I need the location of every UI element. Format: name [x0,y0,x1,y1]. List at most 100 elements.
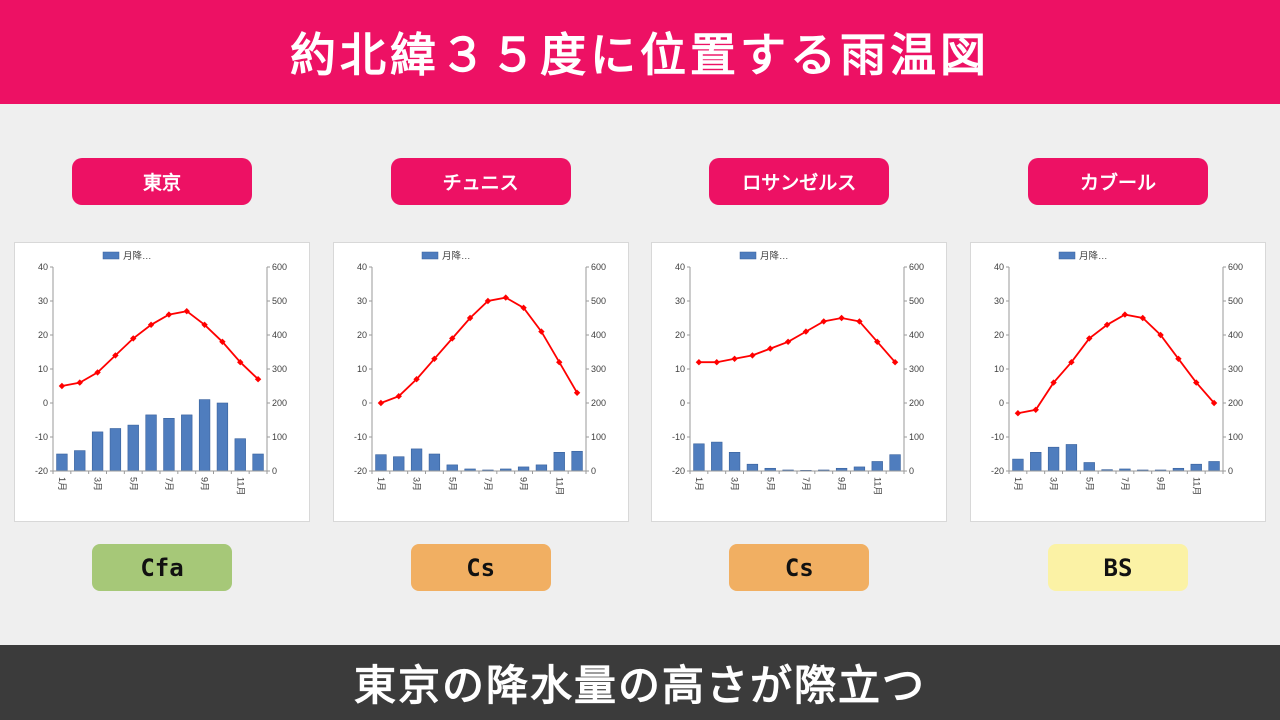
svg-text:300: 300 [1228,364,1243,374]
svg-text:100: 100 [1228,432,1243,442]
svg-text:7月: 7月 [801,477,811,491]
svg-text:20: 20 [38,330,48,340]
legend-label: 月降… [760,250,789,262]
koppen-label-tokyo: Cfa [92,544,232,591]
diamond-marker [395,393,402,400]
legend-swatch-icon [1058,251,1076,260]
charts-row: 40 30 20 10 0 -10 -20 600 500 400 300 200 100 0 1月 3月 5月… [0,242,1280,522]
svg-text:600: 600 [909,262,924,272]
climate-chart-los-angeles: 40 30 20 10 0 -10 -20 600 500 400 300 200 100 0 1月 3月 5月… [651,242,948,522]
svg-text:0: 0 [999,398,1004,408]
svg-text:30: 30 [994,296,1004,306]
svg-text:40: 40 [38,262,48,272]
svg-text:1月: 1月 [694,477,704,491]
svg-text:3月: 3月 [730,477,740,491]
svg-text:0: 0 [362,398,367,408]
diamond-marker [219,338,226,345]
diamond-marker [484,297,491,305]
city-label-los-angeles: ロサンゼルス [709,158,890,205]
svg-text:9月: 9月 [200,477,210,491]
climate-chart-tokyo: 40 30 20 10 0 -10 -20 600 500 400 300 200 100 0 1月 3月 5月… [14,242,310,522]
diamond-marker [767,345,774,352]
svg-text:3月: 3月 [1049,477,1059,491]
chart-cell-los-angeles: 40 30 20 10 0 -10 -20 600 500 400 300 200 100 0 1月 3月 5月… [651,242,948,522]
title-banner: 約北緯３５度に位置する雨温図 [0,0,1280,104]
temperature-line [696,314,899,366]
svg-text:300: 300 [272,364,287,374]
chart-legend: 月降… [421,250,471,262]
svg-text:30: 30 [675,296,685,306]
precipitation-bars [693,441,902,472]
svg-text:-20: -20 [991,466,1004,476]
chart-cell-kabul: 40 30 20 10 0 -10 -20 600 500 400 300 200 100 0 1月 3月 5月… [969,242,1266,522]
svg-text:400: 400 [909,330,924,340]
chart-legend: 月降… [1058,250,1108,262]
diamond-marker [466,314,473,322]
svg-text:1月: 1月 [1013,477,1023,491]
svg-text:500: 500 [591,296,606,306]
precipitation-bars [1012,444,1220,472]
svg-text:-10: -10 [672,432,685,442]
svg-text:5月: 5月 [447,477,457,491]
city-label-tokyo: 東京 [72,158,252,205]
precipitation-bars [56,399,264,472]
svg-text:3月: 3月 [411,477,421,491]
svg-text:200: 200 [1228,398,1243,408]
svg-text:10: 10 [994,364,1004,374]
svg-text:0: 0 [1228,466,1233,476]
legend-swatch-icon [740,251,757,260]
svg-text:1月: 1月 [376,477,386,491]
legend-label: 月降… [442,250,471,262]
temperature-line [58,308,262,390]
legend-label: 月降… [1079,250,1108,262]
climate-chart-kabul: 40 30 20 10 0 -10 -20 600 500 400 300 200 100 0 1月 3月 5月… [969,242,1266,522]
diamond-marker [76,379,83,386]
svg-text:11月: 11月 [554,477,564,495]
svg-text:-20: -20 [354,466,367,476]
koppen-row: Cfa Cs Cs BS [0,544,1280,591]
city-cell-tunis: チュニス [333,158,629,205]
diamond-marker [413,376,420,383]
svg-text:7月: 7月 [1120,477,1130,491]
svg-text:40: 40 [675,262,685,272]
svg-text:11月: 11月 [1191,477,1201,495]
svg-text:10: 10 [38,364,48,374]
diamond-marker [1014,410,1022,417]
svg-text:40: 40 [357,262,367,272]
footer-banner: 東京の降水量の高さが際立つ [0,645,1280,720]
svg-text:600: 600 [272,262,287,272]
koppen-cell-los-angeles: Cs [651,544,947,591]
svg-text:5月: 5月 [1084,477,1094,491]
svg-text:10: 10 [357,364,367,374]
svg-text:7月: 7月 [164,477,174,491]
svg-text:400: 400 [591,330,606,340]
diamond-marker [430,355,438,362]
svg-text:-20: -20 [672,466,685,476]
precipitation-bars [374,448,583,472]
svg-text:5月: 5月 [766,477,776,491]
koppen-cell-tokyo: Cfa [14,544,310,591]
svg-text:7月: 7月 [483,477,493,491]
koppen-cell-kabul: BS [970,544,1266,591]
svg-text:400: 400 [272,330,287,340]
diamond-marker [165,311,173,318]
svg-text:20: 20 [675,330,685,340]
svg-text:0: 0 [272,466,277,476]
koppen-cell-tunis: Cs [333,544,629,591]
footer-caption: 東京の降水量の高さが際立つ [353,662,926,709]
svg-text:100: 100 [272,432,287,442]
svg-text:0: 0 [909,466,914,476]
svg-text:-20: -20 [35,466,48,476]
chart-cell-tokyo: 40 30 20 10 0 -10 -20 600 500 400 300 200 100 0 1月 3月 5月… [14,242,310,522]
svg-text:0: 0 [591,466,596,476]
diamond-marker [112,352,119,359]
koppen-label-tunis: Cs [410,544,551,591]
svg-text:3月: 3月 [93,477,103,491]
